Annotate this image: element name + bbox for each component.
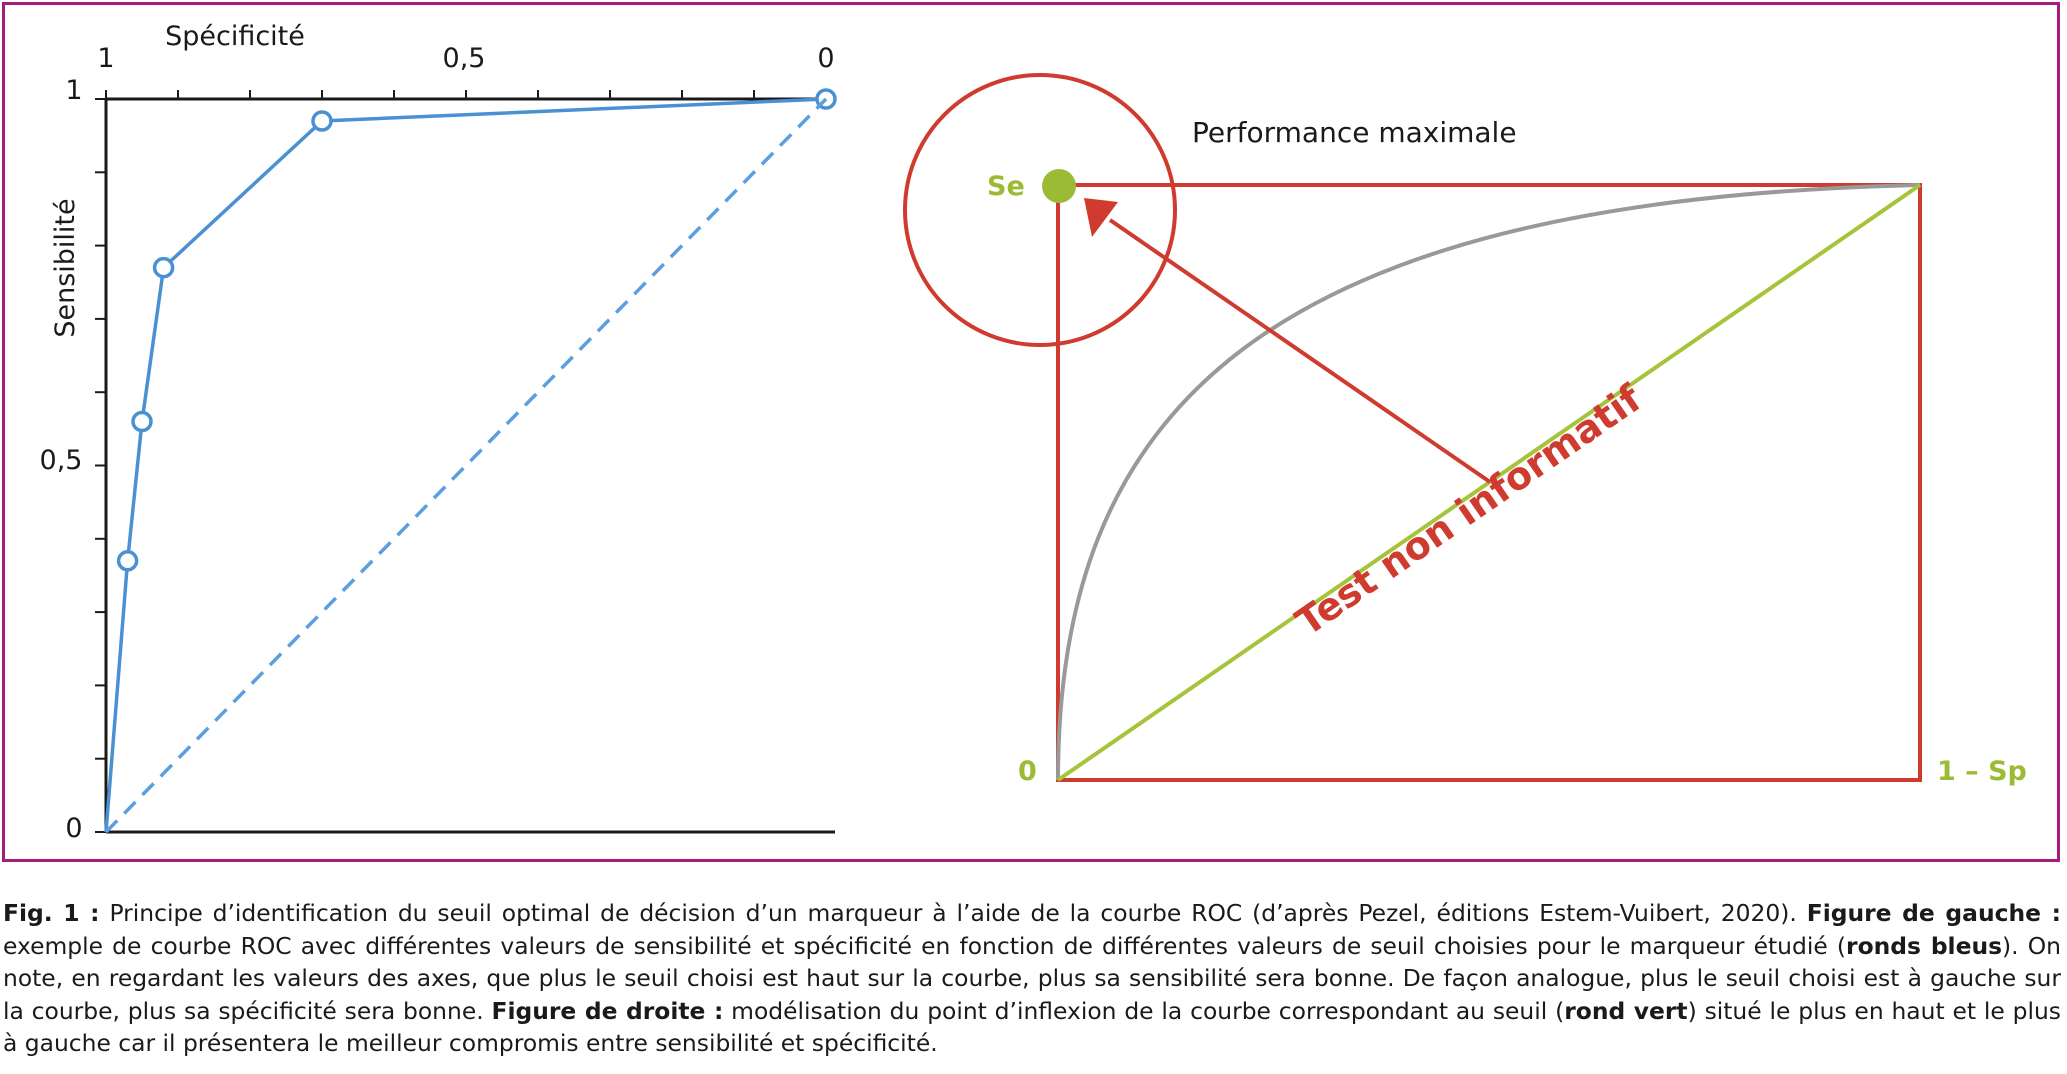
- caption-text: exemple de courbe ROC avec différentes v…: [3, 931, 1847, 960]
- caption-text: modélisation du point d’inflexion de la …: [723, 996, 1565, 1025]
- caption-blue-label: ronds bleus: [1846, 931, 2003, 960]
- threshold-point: [131, 410, 153, 433]
- threshold-point: [152, 256, 175, 279]
- y-tick-label-top: 1: [65, 75, 82, 106]
- x-tick-label-mid: 0,5: [443, 43, 486, 74]
- threshold-point: [311, 110, 333, 132]
- x-axis-title: Spécificité: [165, 21, 305, 52]
- y-tick-label-bottom: 0: [65, 813, 82, 844]
- roc-schematic: Performance maximale Se 0 1 – Sp Test no…: [903, 73, 2027, 787]
- arrow-head: [1084, 198, 1118, 237]
- figure-svg: Spécificité Sensibilité 1 0,5 0 1 0,5 0 …: [40, 21, 2027, 844]
- origin-label: 0: [1018, 756, 1037, 787]
- figure-frame: [2, 2, 2060, 862]
- arrow-shaft: [1108, 218, 1492, 484]
- max-performance-label: Performance maximale: [1192, 116, 1517, 149]
- caption-right-label: Figure de droite :: [491, 996, 724, 1025]
- roc-curve-line: [104, 97, 827, 833]
- diagonal-label: Test non informatif: [1288, 376, 1650, 644]
- y-axis-title: Sensibilité: [50, 198, 81, 337]
- se-label: Se: [987, 171, 1025, 202]
- bounding-box: [1056, 183, 1922, 782]
- x-tick-label-right: 0: [817, 43, 834, 74]
- roc-chart: Spécificité Sensibilité 1 0,5 0 1 0,5 0: [40, 21, 837, 844]
- max-performance-circle: [903, 73, 1177, 347]
- threshold-point: [116, 550, 139, 572]
- x-end-label: 1 – Sp: [1937, 756, 2027, 787]
- figure-caption: Fig. 1 : Principe d’identification du se…: [3, 897, 2061, 1060]
- diagonal-reference-line: [104, 97, 828, 834]
- roc-curve: [1056, 183, 1921, 781]
- caption-left-label: Figure de gauche :: [1806, 899, 2061, 927]
- caption-fig-label: Fig. 1 :: [3, 899, 100, 927]
- optimal-point: [1042, 169, 1076, 203]
- y-tick-label-mid: 0,5: [40, 445, 83, 476]
- caption-text: Principe d’identification du seuil optim…: [99, 899, 1807, 927]
- series-layer: [104, 88, 837, 834]
- caption-text: ) situé le plus en haut et le plus à gau…: [3, 996, 2061, 1058]
- caption-text: ). On note, en regardant les valeurs des…: [3, 931, 2061, 1025]
- x-tick-label-left: 1: [97, 43, 114, 74]
- axes: [95, 90, 835, 834]
- caption-green-label: rond vert: [1564, 996, 1688, 1025]
